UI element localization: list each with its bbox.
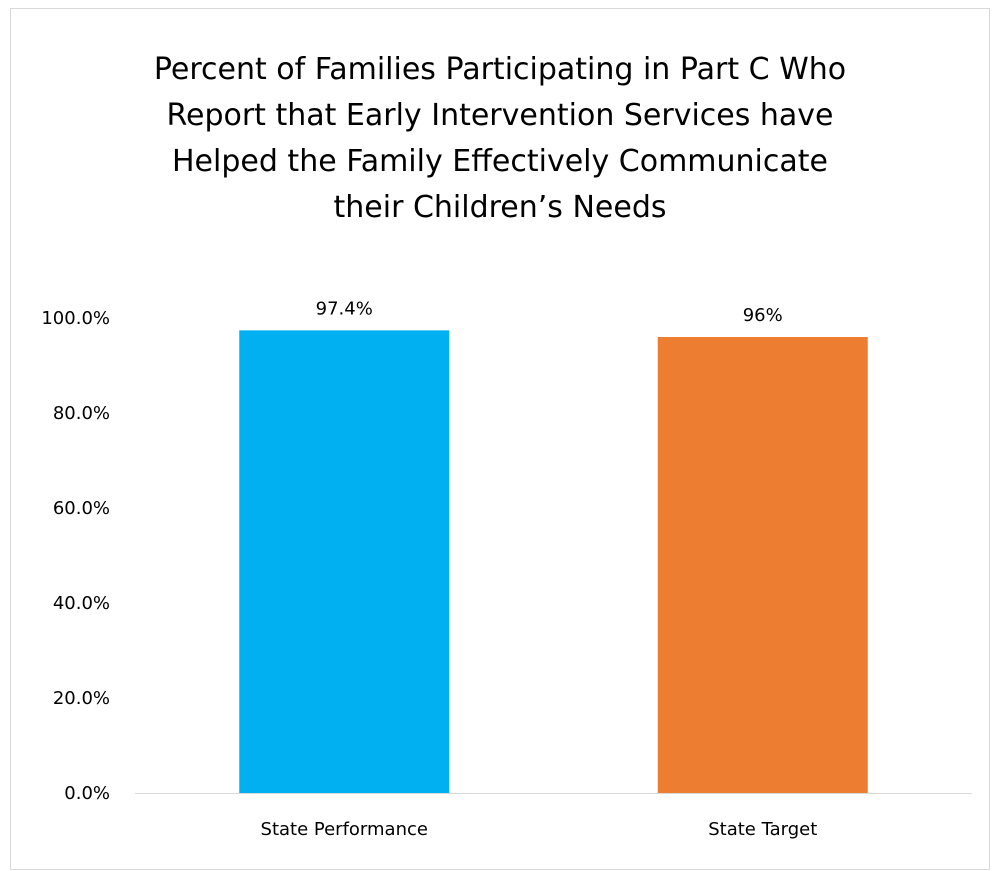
data-labels: 97.4% 96% (316, 298, 783, 326)
y-tick-label: 40.0% (53, 593, 110, 614)
x-category-label: State Target (708, 819, 817, 840)
chart-title-line-4: their Children’s Needs (333, 190, 667, 225)
bars (239, 330, 868, 793)
x-category-label: State Performance (261, 819, 428, 840)
y-tick-label: 60.0% (53, 498, 110, 519)
chart-title-line-2: Report that Early Intervention Services … (166, 98, 834, 133)
bar-state-performance (239, 330, 450, 793)
x-axis: State Performance State Target (261, 819, 818, 840)
y-tick-label: 0.0% (64, 783, 110, 804)
bar-state-target (657, 337, 868, 793)
y-axis: 0.0% 20.0% 40.0% 60.0% 80.0% 100.0% (41, 308, 110, 804)
y-tick-label: 100.0% (41, 308, 110, 329)
chart-title: Percent of Families Participating in Par… (10, 47, 990, 231)
y-tick-label: 80.0% (53, 403, 110, 424)
data-label: 97.4% (316, 298, 373, 319)
chart-title-line-3: Helped the Family Effectively Communicat… (172, 144, 828, 179)
y-tick-label: 20.0% (53, 688, 110, 709)
data-label: 96% (743, 305, 783, 326)
chart-title-line-1: Percent of Families Participating in Par… (153, 52, 847, 87)
